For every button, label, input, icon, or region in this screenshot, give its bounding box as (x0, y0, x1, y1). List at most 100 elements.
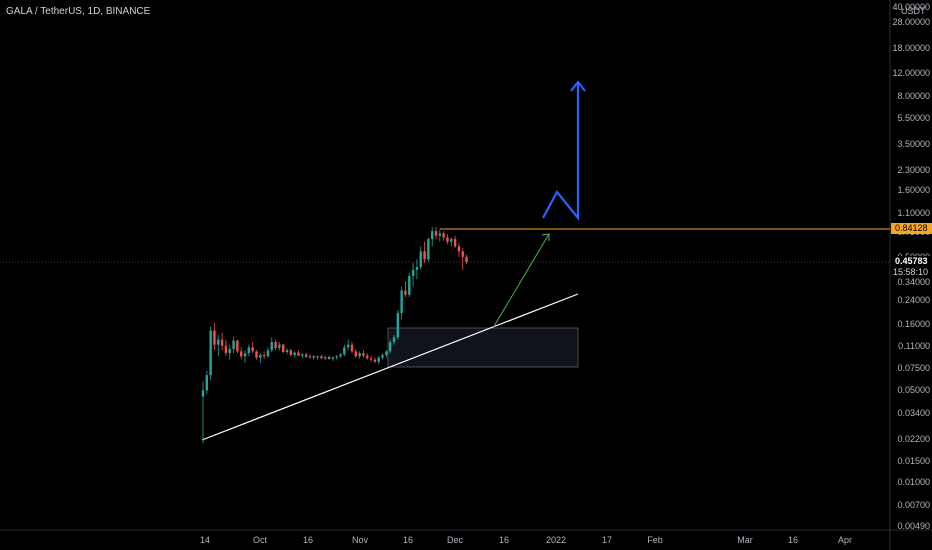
price-axis-tick: 3.50000 (897, 139, 930, 149)
price-axis-tick: 0.07500 (897, 363, 930, 373)
candle (358, 351, 361, 359)
projection-arrow-path (542, 83, 580, 222)
candle-body (339, 354, 342, 357)
candle (201, 381, 205, 444)
price-axis-tick: 0.02200 (897, 434, 930, 444)
projection-arrow[interactable] (542, 80, 586, 222)
price-axis-tick: 0.01500 (897, 456, 930, 466)
candle-body (419, 251, 422, 268)
candle (316, 355, 319, 360)
time-axis-tick: Dec (446, 535, 464, 545)
candle (262, 351, 266, 359)
candle-body (266, 350, 270, 357)
time-axis-tick: 17 (601, 535, 613, 545)
candle-body (457, 246, 461, 252)
candle (411, 262, 415, 287)
candle-body (243, 353, 247, 357)
candle (304, 352, 308, 358)
candle (446, 234, 449, 245)
candle (282, 343, 285, 354)
level-price-badge: 0.84128 (891, 223, 932, 234)
candle-body (289, 350, 293, 356)
candle-body (209, 330, 212, 376)
price-axis-tick: 0.00700 (897, 500, 930, 510)
candlestick-series (201, 226, 468, 444)
candle-body (381, 355, 384, 358)
candle (224, 339, 228, 357)
candle (381, 353, 384, 360)
candle-body (320, 356, 323, 359)
candle (400, 286, 403, 320)
candle (240, 347, 243, 360)
time-axis-tick: 16 (402, 535, 414, 545)
candle-body (293, 352, 296, 356)
candle-body (369, 358, 373, 360)
candle (388, 339, 392, 354)
support-trendline[interactable] (201, 293, 579, 441)
price-axis-tick: 1.10000 (897, 208, 930, 218)
price-axis-tick: 0.11000 (898, 341, 930, 351)
candle-body (262, 355, 266, 357)
candle (335, 355, 338, 360)
candle-body (247, 347, 251, 354)
price-axis-tick: 5.50000 (897, 113, 930, 123)
candle-body (232, 340, 235, 350)
symbol-title[interactable]: GALA / TetherUS, 1D, BINANCE (6, 6, 151, 17)
candle-body (201, 390, 205, 397)
candle-body (240, 351, 243, 357)
candle-body (400, 290, 403, 313)
candle-body (396, 312, 400, 338)
candle-body (388, 342, 392, 352)
candle (236, 339, 239, 354)
candle (362, 350, 365, 358)
candle (247, 344, 251, 357)
demand-zone[interactable] (387, 327, 579, 368)
candle (346, 339, 350, 351)
time-axis-tick: Oct (252, 535, 268, 545)
time-axis-tick: Mar (737, 535, 753, 545)
candle (427, 237, 430, 262)
candle (453, 235, 457, 249)
candle (312, 355, 315, 360)
candle (220, 332, 224, 351)
candle-body (343, 347, 346, 355)
time-axis-tick: 16 (498, 535, 510, 545)
candle-body (362, 353, 365, 356)
candle-body (354, 351, 357, 357)
candle-body (270, 342, 273, 351)
price-axis-tick: 0.24000 (897, 295, 930, 305)
target-arrow-head (541, 233, 550, 241)
candle (289, 349, 293, 357)
candle-body (385, 351, 388, 356)
price-axis-tick: 28.00000 (892, 17, 930, 27)
candle-body (465, 256, 468, 262)
candle-body (350, 344, 354, 352)
projection-arrow-head (570, 80, 586, 92)
candle-body (377, 357, 380, 362)
price-axis-tick: 0.16000 (897, 319, 930, 329)
candle-body (236, 340, 239, 352)
candle-body (346, 344, 350, 348)
candle-body (251, 347, 254, 352)
candle (301, 353, 304, 359)
candle (415, 259, 419, 280)
candle-body (415, 267, 419, 270)
candle (285, 348, 289, 355)
time-axis-tick: Apr (837, 535, 853, 545)
candle-body (404, 290, 407, 295)
candle-body (316, 356, 319, 358)
candle-body (220, 339, 224, 346)
candle (369, 356, 373, 362)
candle (243, 350, 247, 364)
candle (450, 237, 453, 247)
candle (251, 342, 254, 354)
candle-body (331, 357, 335, 359)
candle-body (312, 356, 315, 358)
candle (373, 357, 377, 364)
time-axis-tick: Nov (351, 535, 369, 545)
candle-body (423, 251, 426, 260)
target-arrow[interactable] (492, 233, 550, 329)
candle (377, 356, 380, 365)
candle (324, 356, 327, 361)
